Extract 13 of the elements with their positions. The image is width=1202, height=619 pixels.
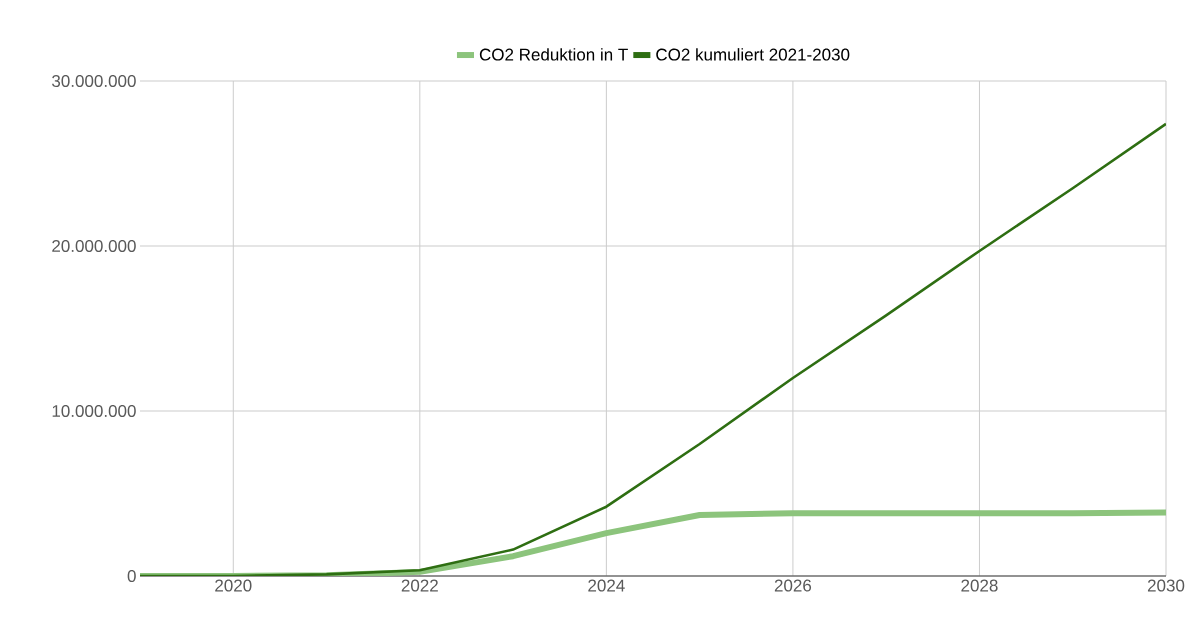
y-tick-label: 20.000.000 (52, 239, 136, 253)
y-tick-label: 30.000.000 (52, 74, 136, 88)
y-tick-label: 10.000.000 (52, 404, 136, 418)
x-tick-label: 2028 (961, 579, 998, 592)
x-tick-label: 2026 (774, 579, 812, 592)
y-tick-label: 0 (127, 569, 136, 583)
x-tick-label: 2024 (588, 579, 625, 592)
x-tick-label: 2020 (215, 579, 252, 592)
x-tick-label: 2022 (401, 579, 438, 592)
line-series (140, 122, 1166, 576)
x-tick-label: 2030 (1147, 579, 1185, 592)
legend-label: CO2 Reduktion in T (479, 48, 628, 61)
legend-label: CO2 kumuliert 2021-2030 (656, 48, 850, 61)
